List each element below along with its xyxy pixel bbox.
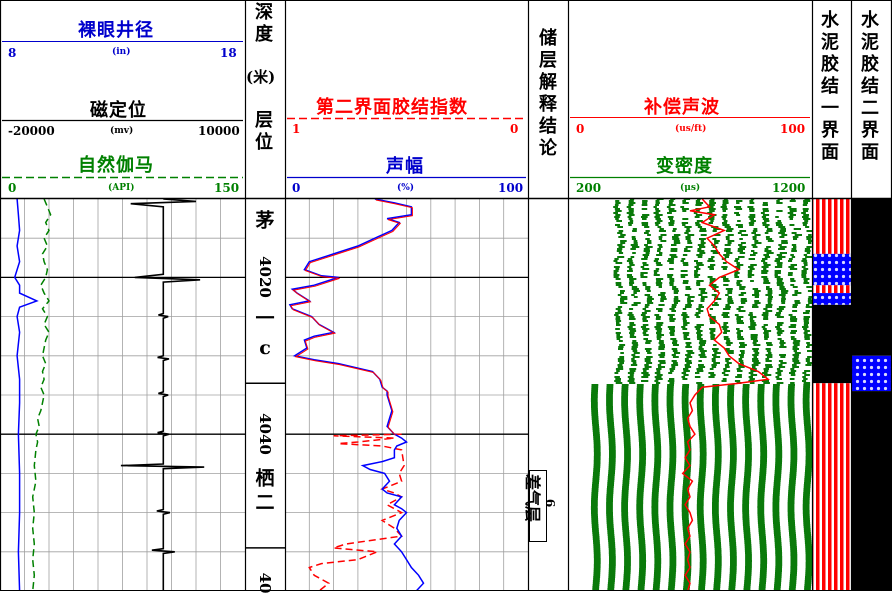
- interp-title: 储层解释结论: [539, 28, 557, 159]
- dt-min: 0: [576, 122, 585, 136]
- vdl-min: 200: [576, 181, 602, 195]
- depth-label-4: 4040: [256, 413, 274, 456]
- bond1-interval-0: [813, 199, 851, 254]
- ccl-unit: (mv): [110, 126, 134, 136]
- vdl-unit: (μs): [680, 183, 701, 193]
- bond2-col-title: 水泥胶结二界面: [861, 10, 879, 163]
- bond1-interval-2: [813, 285, 851, 294]
- bond2-interval-2: [852, 391, 891, 591]
- caliper-min: 8: [8, 46, 17, 60]
- vdl-waveforms: [590, 199, 812, 591]
- amp-min: 0: [292, 181, 301, 195]
- curve-caliper: [13, 199, 39, 591]
- bond1-interval-3: [813, 293, 851, 305]
- depth-label-6: 二: [255, 491, 275, 514]
- ccl-min: -20000: [8, 124, 55, 138]
- amp-max: 100: [498, 181, 524, 195]
- horizon-title: 层位: [255, 110, 273, 153]
- dt-unit: (us/ft): [675, 124, 707, 134]
- header-lines: [2, 41, 810, 179]
- bond1-interval-4: [813, 304, 851, 384]
- curves: [13, 199, 770, 591]
- ccl-max: 10000: [198, 124, 240, 138]
- depth-label-1: 4020: [256, 256, 274, 299]
- curve-bond2-index: [308, 433, 405, 591]
- bond-columns: [813, 199, 891, 591]
- vdl-image: [590, 199, 812, 591]
- depth-label-3: c: [259, 336, 271, 359]
- depth-label-5: 栖: [255, 467, 275, 490]
- amp-title: 声幅: [386, 156, 424, 177]
- dt-title: 补偿声波: [644, 97, 720, 118]
- bond2-interval-0: [852, 199, 891, 356]
- curve-dt: [681, 199, 770, 591]
- interp-number: 6: [543, 498, 558, 508]
- bond2-index-title: 第二界面胶结指数: [316, 97, 468, 118]
- bond2-interval-1: [852, 355, 891, 392]
- amp-unit: (%): [397, 183, 415, 193]
- curve-amplitude-overlay: [290, 199, 413, 436]
- depth-label-7: 40: [256, 572, 274, 594]
- gr-max: 150: [214, 181, 240, 195]
- depth-unit: (米): [246, 68, 276, 86]
- bond1-col-title: 水泥胶结一界面: [821, 10, 839, 163]
- dt-max: 100: [780, 122, 806, 136]
- caliper-title: 裸眼井径: [78, 20, 154, 41]
- bond1-interval-1: [813, 253, 851, 286]
- gr-title: 自然伽马: [78, 155, 154, 176]
- bond2-index-max: 0: [510, 122, 519, 136]
- curve-gr: [31, 199, 52, 591]
- grid-lines: [0, 199, 528, 591]
- vdl-title: 变密度: [656, 156, 713, 177]
- interp-box: [529, 470, 547, 542]
- depth-title: 深度: [255, 2, 273, 45]
- depth-label-0: 茅: [255, 209, 275, 232]
- vdl-max: 1200: [772, 181, 806, 195]
- curve-ccl: [120, 199, 205, 591]
- caliper-max: 18: [220, 46, 237, 60]
- ccl-title: 磁定位: [90, 100, 147, 121]
- bond1-interval-5: [813, 383, 851, 591]
- gr-unit: (API): [108, 183, 135, 193]
- depth-label-2: 一: [255, 307, 275, 330]
- gr-min: 0: [8, 181, 17, 195]
- caliper-unit: (in): [112, 47, 131, 57]
- bond2-index-min: 1: [292, 122, 301, 136]
